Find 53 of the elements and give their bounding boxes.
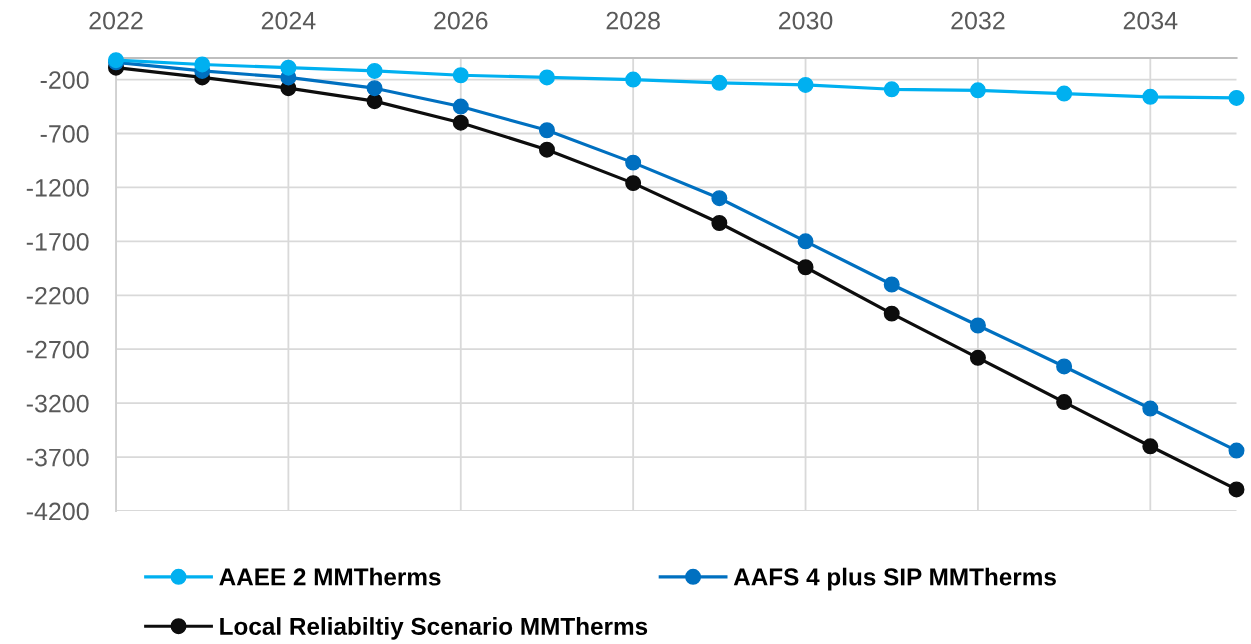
point [883, 81, 900, 98]
x-tick-label: 2034 [1123, 11, 1178, 30]
point [711, 190, 728, 207]
point [711, 74, 728, 91]
y-tick-label: -4200 [26, 502, 89, 521]
point [1228, 89, 1245, 106]
point [625, 175, 642, 192]
point [1142, 400, 1159, 417]
legend-label: AAEE 2 MMTherms [219, 567, 441, 586]
point [194, 56, 211, 73]
y-tick-label: -700 [40, 125, 89, 143]
y-tick-label: -2200 [26, 286, 89, 305]
point [538, 122, 555, 139]
point [711, 215, 728, 232]
point [883, 305, 900, 322]
point [452, 98, 469, 115]
point [969, 82, 986, 99]
point [883, 276, 900, 293]
point [1056, 394, 1073, 411]
point [538, 69, 555, 86]
x-tick-label: 2028 [606, 11, 660, 30]
x-tick-label: 2024 [261, 11, 316, 30]
x-tick-label: 2026 [434, 11, 488, 30]
legend-label: Local Reliabiltiy Scenario MMTherms [220, 617, 648, 640]
point [969, 317, 986, 334]
point [1228, 481, 1245, 498]
y-tick-label: -1200 [26, 179, 89, 197]
point [797, 233, 814, 250]
y-tick-label: -1700 [26, 232, 89, 251]
point [1142, 438, 1159, 455]
point [797, 76, 814, 93]
point [1142, 88, 1159, 105]
y-tick-label: -3200 [26, 394, 89, 413]
x-tick-label: 2032 [951, 11, 1005, 30]
x-tick-label: 2022 [89, 11, 143, 30]
point [538, 141, 555, 158]
point [625, 71, 642, 88]
x-tick-label: 2030 [778, 11, 833, 30]
y-tick-label: -200 [40, 71, 89, 89]
y-tick-label: -2700 [26, 340, 89, 359]
y-tick-label: -3700 [26, 448, 89, 467]
point [452, 114, 469, 131]
point [625, 154, 642, 171]
point [452, 67, 469, 84]
point [280, 59, 297, 76]
point [1056, 85, 1073, 102]
point [366, 80, 383, 97]
point [797, 259, 814, 276]
point [969, 349, 986, 366]
legend-label: AAFS 4 plus SIP MMTherms [733, 567, 1056, 591]
point [1056, 358, 1073, 375]
point [1228, 442, 1245, 459]
point [366, 62, 383, 79]
